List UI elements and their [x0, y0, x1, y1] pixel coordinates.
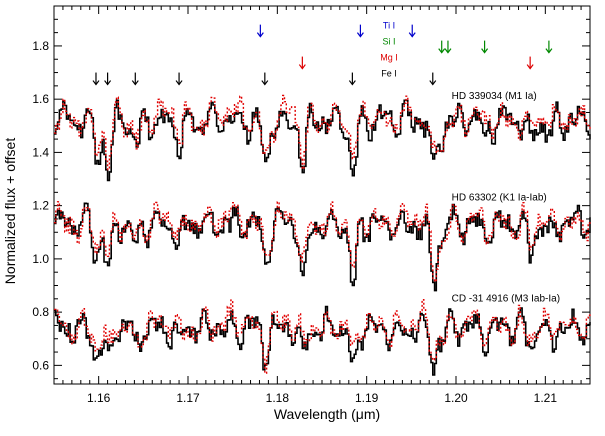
line-marker-arrowhead: [348, 80, 356, 86]
y-axis-label: Normalized flux + offset: [2, 138, 18, 285]
line-marker-arrowhead: [256, 32, 264, 38]
line-marker-arrowhead: [438, 48, 446, 54]
line-marker-arrowhead: [429, 80, 437, 86]
line-marker-arrowhead: [92, 80, 100, 86]
element-legend-label: Fe I: [381, 69, 397, 79]
line-marker-arrowhead: [408, 32, 416, 38]
y-tick-label: 0.8: [32, 305, 49, 319]
y-tick-label: 0.6: [32, 358, 49, 372]
spectrum-0-observed-line: [54, 99, 591, 182]
line-marker-arrowhead: [545, 48, 553, 54]
x-tick-label: 1.18: [266, 391, 290, 405]
line-marker-arrowhead: [356, 32, 364, 38]
spectrum-0-model-line: [54, 94, 591, 171]
spectrum-2-observed-line: [54, 305, 591, 376]
y-tick-label: 1.8: [32, 39, 49, 53]
spectrum-label: HD 339034 (M1 Ia): [452, 91, 537, 102]
spectrum-1-model-line: [54, 201, 591, 283]
spectrum-label: HD 63302 (K1 Ia-Iab): [452, 192, 547, 203]
spectrum-2-model-line: [54, 299, 591, 374]
x-tick-label: 1.19: [355, 391, 379, 405]
x-tick-label: 1.20: [444, 391, 468, 405]
y-tick-label: 1.2: [32, 199, 49, 213]
x-tick-label: 1.21: [534, 391, 558, 405]
line-marker-arrowhead: [261, 80, 269, 86]
spectrum-label: CD -31 4916 (M3 Iab-Ia): [452, 293, 560, 304]
element-legend-label: Si I: [382, 37, 395, 47]
line-marker-arrowhead: [131, 80, 139, 86]
x-axis-label: Wavelength (μm): [274, 406, 380, 422]
line-marker-arrowhead: [104, 80, 112, 86]
x-tick-label: 1.16: [87, 391, 111, 405]
y-tick-label: 1.4: [32, 145, 49, 159]
y-tick-label: 1.0: [32, 252, 49, 266]
element-legend-label: Mg I: [380, 53, 398, 63]
line-marker-arrowhead: [481, 48, 489, 54]
x-tick-label: 1.17: [176, 391, 200, 405]
y-tick-label: 1.6: [32, 92, 49, 106]
line-marker-arrowhead: [444, 48, 452, 54]
element-legend-label: Ti I: [383, 21, 395, 31]
line-marker-arrowhead: [175, 80, 183, 86]
line-marker-arrowhead: [526, 64, 534, 70]
line-marker-arrowhead: [298, 64, 306, 70]
